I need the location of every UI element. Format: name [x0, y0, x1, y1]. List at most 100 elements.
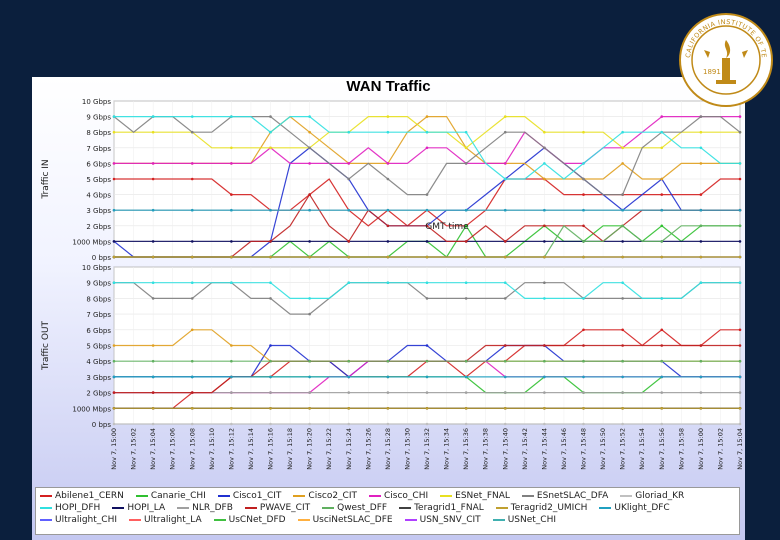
series-point	[112, 240, 116, 243]
series-point	[230, 281, 233, 284]
series-point	[151, 375, 155, 379]
series-point	[621, 162, 624, 165]
series-point	[464, 146, 468, 150]
x-tick-label: Nov 7, 15:50	[599, 428, 607, 470]
series-point	[543, 422, 546, 426]
series-point	[660, 146, 664, 150]
series-point	[190, 375, 194, 379]
series-point	[151, 177, 155, 181]
series-point	[738, 344, 742, 347]
series-point	[464, 422, 468, 426]
series-point	[308, 391, 311, 394]
series-point	[425, 224, 429, 228]
series-point	[308, 240, 311, 243]
x-tick-label: Nov 7, 15:08	[188, 428, 196, 470]
series-point	[738, 115, 742, 118]
x-tick-label: Nov 7, 15:00	[697, 428, 705, 470]
y-tick-label: 8 Gbps	[86, 295, 111, 303]
series-point	[582, 297, 585, 300]
legend-item: Gloriad_KR	[620, 490, 684, 502]
series-point	[464, 240, 468, 243]
x-tick-label: Nov 7, 15:02	[130, 428, 138, 470]
x-tick-label: Nov 7, 15:04	[149, 428, 157, 470]
series-point	[151, 407, 155, 410]
legend-swatch	[440, 495, 453, 497]
y-tick-label: 1000 Mbps	[72, 238, 111, 246]
series-point	[699, 130, 703, 134]
series-point	[190, 391, 194, 394]
series-point	[190, 407, 194, 410]
x-tick-label: Nov 7, 15:56	[658, 428, 666, 470]
series-point	[621, 391, 624, 394]
series-point	[190, 130, 194, 134]
series-point	[582, 130, 585, 134]
series-point	[699, 146, 703, 150]
series-point	[230, 391, 233, 394]
x-tick-label: Nov 7, 15:10	[208, 428, 216, 470]
legend-item: Canarie_CHI	[135, 490, 206, 502]
series-point	[112, 255, 116, 259]
series-point	[347, 177, 351, 181]
series-point	[464, 224, 468, 228]
y-tick-label: 7 Gbps	[86, 311, 111, 319]
series-point	[230, 422, 233, 426]
series-point	[151, 359, 155, 363]
series-point	[699, 162, 703, 165]
series-point	[308, 208, 311, 212]
series-point	[699, 407, 703, 410]
legend-label: Ultralight_CHI	[55, 515, 117, 525]
series-point	[308, 115, 311, 118]
series-point	[503, 240, 507, 243]
chart-title: WAN Traffic	[346, 78, 431, 95]
series-point	[425, 240, 429, 243]
legend-label: ESnetSLAC_DFA	[536, 491, 609, 501]
legend-item: Cisco2_CIT	[293, 490, 357, 502]
x-tick-label: Nov 7, 15:42	[521, 428, 529, 470]
x-tick-label: Nov 7, 15:48	[580, 428, 588, 470]
series-point	[738, 177, 742, 181]
series-point	[386, 177, 390, 181]
series-point	[269, 146, 272, 150]
x-tick-label: Nov 7, 15:54	[638, 428, 646, 470]
series-point	[582, 391, 585, 394]
series-point	[699, 208, 703, 212]
x-tick-label: Nov 7, 15:18	[286, 428, 294, 470]
series-point	[699, 193, 703, 196]
series-point	[151, 297, 155, 300]
legend-item: Cisco1_CIT	[217, 490, 281, 502]
series-point	[112, 359, 116, 363]
series-point	[738, 208, 742, 212]
series-point	[230, 255, 233, 259]
series-point	[543, 407, 546, 410]
series-point	[621, 359, 624, 363]
x-tick-label: Nov 7, 15:24	[345, 428, 353, 470]
caltech-seal-logo: 1891 CALIFORNIA INSTITUTE OF TECHNOLOGY	[676, 10, 773, 107]
series-point	[386, 391, 390, 394]
series-point	[308, 359, 311, 363]
series-point	[738, 359, 742, 363]
series-point	[386, 407, 390, 410]
series-point	[230, 407, 233, 410]
series-point	[660, 255, 664, 259]
series-point	[308, 162, 311, 165]
series-point	[269, 422, 272, 426]
y-tick-label: 5 Gbps	[86, 176, 111, 184]
legend-label: PWAVE_CIT	[259, 503, 311, 513]
y-tick-label: 6 Gbps	[86, 327, 111, 335]
series-point	[151, 422, 155, 426]
series-point	[660, 193, 664, 196]
legend-label: Ultralight_LA	[144, 515, 202, 525]
series-point	[621, 193, 624, 196]
series-point	[503, 130, 507, 134]
series-point	[543, 375, 546, 379]
series-point	[503, 407, 507, 410]
series-point	[464, 407, 468, 410]
series-point	[347, 281, 351, 284]
series-point	[621, 297, 624, 300]
series-point	[151, 281, 155, 284]
legend-item: USN_SNV_CIT	[404, 514, 481, 526]
series-point	[151, 130, 155, 134]
series-point	[660, 391, 664, 394]
series-point	[738, 328, 742, 332]
legend-swatch	[213, 519, 226, 521]
